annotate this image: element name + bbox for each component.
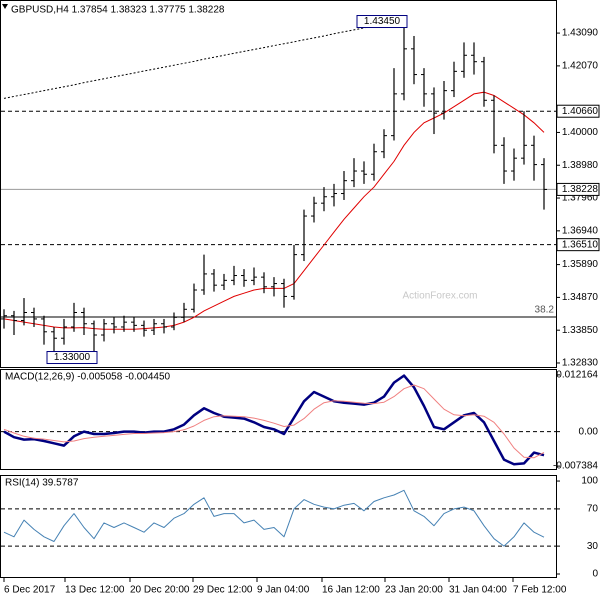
y-tick-label: 0 bbox=[592, 569, 598, 580]
y-tick-label: 1.43090 bbox=[562, 28, 599, 39]
y-tick-label: 1.35890 bbox=[562, 259, 599, 270]
watermark: ActionForex.com bbox=[402, 291, 477, 302]
annotation-box bbox=[356, 15, 408, 29]
y-tick-label: 1.37960 bbox=[562, 193, 599, 204]
y-tick-label: 1.33850 bbox=[562, 325, 599, 336]
indicator-line bbox=[3, 374, 545, 466]
annotation-box bbox=[46, 351, 98, 365]
price-level-box bbox=[556, 104, 600, 118]
annotation-label: 1.33000 bbox=[54, 352, 91, 363]
price-level-box bbox=[556, 182, 600, 196]
x-tick-label: 13 Dec 12:00 bbox=[65, 585, 125, 596]
fib-label: 38.2 bbox=[535, 305, 555, 316]
indicator-line bbox=[3, 489, 545, 547]
y-tick-label: 1.40000 bbox=[562, 127, 599, 138]
y-tick-label: 70 bbox=[587, 504, 599, 515]
y-tick-label: 0.012164 bbox=[556, 370, 598, 381]
y-tick-label: 1.36940 bbox=[562, 225, 599, 236]
x-tick-label: 6 Dec 2017 bbox=[4, 585, 56, 596]
panel-frame bbox=[0, 475, 557, 578]
y-tick-label: 1.38980 bbox=[562, 160, 599, 171]
y-tick-label: 1.42070 bbox=[562, 61, 599, 72]
title-icon bbox=[2, 4, 8, 9]
chart-title: GBPUSD,H4 1.37854 1.38323 1.37775 1.3822… bbox=[11, 5, 225, 16]
x-tick-label: 23 Jan 20:00 bbox=[385, 585, 443, 596]
y-tick-label: 30 bbox=[587, 541, 599, 552]
x-tick-label: 20 Dec 20:00 bbox=[130, 585, 190, 596]
y-tick-label: 100 bbox=[581, 476, 598, 487]
price-level-label: 1.38228 bbox=[562, 184, 599, 195]
indicator-title: RSI(14) 39.5787 bbox=[5, 478, 79, 489]
y-tick-label: 1.32830 bbox=[562, 358, 599, 369]
price-level-label: 1.36510 bbox=[562, 239, 599, 250]
x-tick-label: 29 Dec 12:00 bbox=[193, 585, 253, 596]
x-tick-label: 7 Feb 12:00 bbox=[513, 585, 567, 596]
indicator-title: MACD(12,26,9) -0.005058 -0.004450 bbox=[5, 372, 171, 383]
y-tick-label: 0.00 bbox=[579, 426, 599, 437]
price-level-box bbox=[556, 238, 600, 252]
price-level-label: 1.40660 bbox=[562, 106, 599, 117]
x-tick-label: 9 Jan 04:00 bbox=[257, 585, 310, 596]
annotation-label: 1.43450 bbox=[364, 16, 401, 27]
panel-frame bbox=[0, 369, 557, 470]
x-tick-label: 31 Jan 04:00 bbox=[449, 585, 507, 596]
x-tick-label: 16 Jan 12:00 bbox=[322, 585, 380, 596]
indicator-line bbox=[3, 384, 545, 459]
y-tick-label: 1.34870 bbox=[562, 292, 599, 303]
y-tick-label: -0.007384 bbox=[553, 461, 598, 472]
